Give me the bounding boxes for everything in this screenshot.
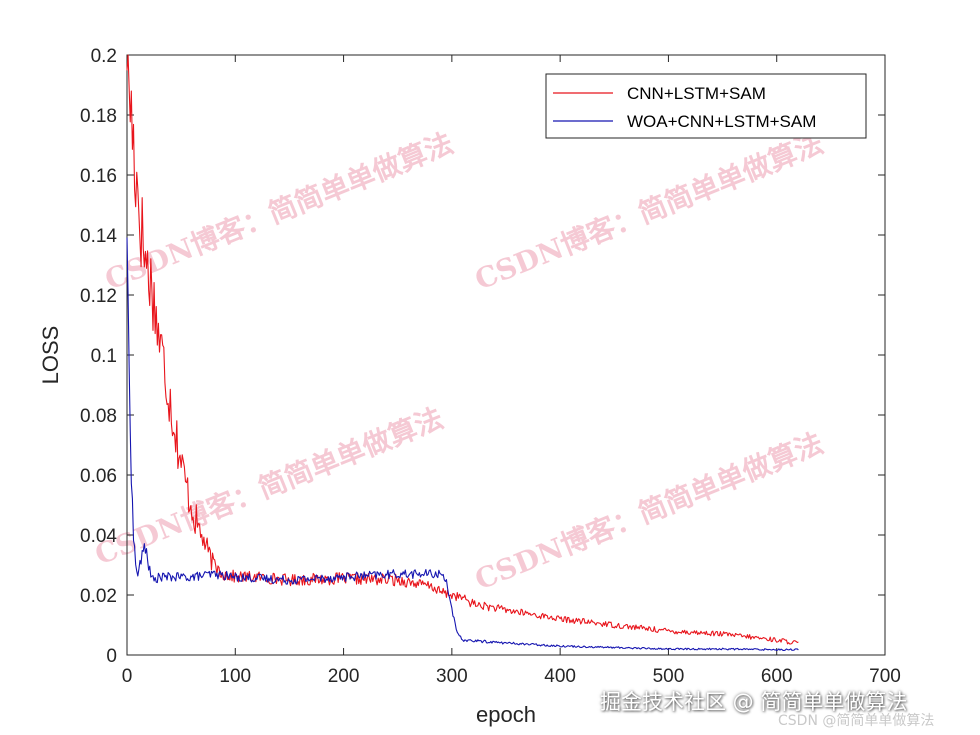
series-line-cnn-lstm-sam [126, 54, 799, 645]
x-tick-label: 100 [219, 666, 251, 687]
series-layer [126, 54, 799, 652]
watermark-text: CSDN博客：简简单单做算法 [470, 426, 828, 596]
series-line-woa-cnn-lstm-sam [126, 237, 799, 652]
y-axis-label: LOSS [38, 326, 63, 385]
x-tick-label: 300 [436, 666, 468, 687]
y-tick-label: 0.02 [80, 586, 117, 607]
y-tick-label: 0.16 [80, 166, 117, 187]
y-tick-label: 0.18 [80, 106, 117, 127]
watermark-text: CSDN博客：简简单单做算法 [100, 126, 458, 296]
y-tick-label: 0.14 [80, 226, 117, 247]
legend: CNN+LSTM+SAM WOA+CNN+LSTM+SAM [545, 73, 867, 139]
axis-ticks: 0 100 200 300 400 500 600 700 0 0.02 0.04 0.06 0.08 0… [80, 46, 901, 687]
x-axis-label: epoch [476, 702, 536, 727]
watermark-layer: CSDN博客：简简单单做算法 CSDN博客：简简单单做算法 CSDN博客：简简单… [90, 126, 828, 596]
x-tick-label: 600 [761, 666, 793, 687]
x-tick-label: 500 [653, 666, 685, 687]
x-tick-label: 200 [328, 666, 360, 687]
y-tick-label: 0.2 [91, 46, 117, 67]
footer-watermark: 掘金技术社区 @ 简简单单做算法 [600, 690, 908, 714]
y-tick-label: 0.08 [80, 406, 117, 427]
x-tick-label: 400 [544, 666, 576, 687]
x-tick-label: 700 [869, 666, 901, 687]
legend-label-cnn-lstm-sam: CNN+LSTM+SAM [627, 84, 766, 103]
footer-source: CSDN @简简单单做算法 [778, 713, 935, 729]
watermark-text: CSDN博客：简简单单做算法 [470, 126, 828, 296]
legend-label-woa-cnn-lstm-sam: WOA+CNN+LSTM+SAM [627, 112, 816, 131]
legend-box [545, 73, 867, 139]
y-tick-label: 0.04 [80, 526, 117, 547]
x-tick-label: 0 [122, 666, 133, 687]
y-tick-label: 0.12 [80, 286, 117, 307]
y-tick-label: 0.1 [91, 346, 117, 367]
y-tick-label: 0.06 [80, 466, 117, 487]
y-tick-label: 0 [106, 646, 117, 667]
